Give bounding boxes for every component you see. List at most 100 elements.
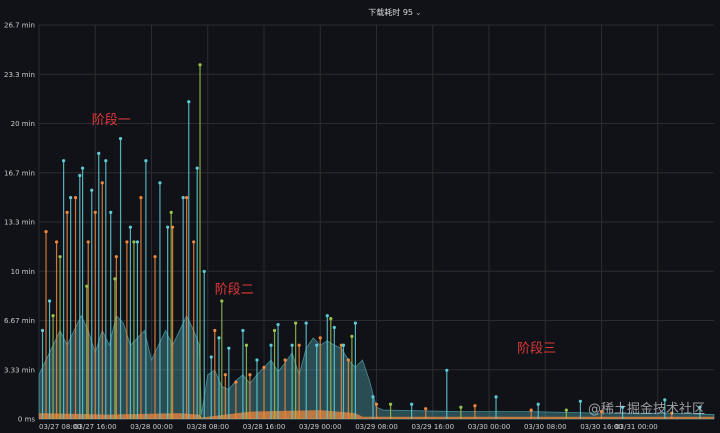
x-tick-label: 03/28 08:00 [186,423,229,431]
chevron-down-icon[interactable]: ⌄ [415,8,422,17]
series-orange-point [248,373,252,377]
series-cyan-point [62,159,66,163]
series-green-point [564,408,568,412]
series-layer [38,63,715,420]
x-tick-label: 03/31 00:00 [615,423,658,431]
series-cyan-point [158,181,162,185]
series-cyan-point [290,343,294,347]
series-green-point [459,405,463,409]
series-orange-point [473,404,477,408]
panel-title: 下载耗时 95 [368,8,414,17]
series-orange-point [153,255,157,259]
series-green-point [51,314,55,318]
x-tick-label: 03/29 16:00 [411,423,454,431]
series-green-point [113,277,117,281]
series-orange-point [374,402,379,406]
series-cyan-point [304,321,308,325]
series-orange-point [318,336,322,340]
series-orange-point [424,407,428,411]
y-tick-label: 20 min [11,120,35,128]
stage-annotation: 阶段二 [215,283,254,298]
series-green-point [294,321,298,325]
series-cyan-point [227,346,231,350]
x-tick-label: 03/27 08:00 [39,423,82,431]
series-cyan-point [332,325,336,330]
series-orange-point [670,411,674,415]
series-orange-point [125,240,129,244]
x-tick-label: 03/28 00:00 [130,423,173,431]
series-cyan-point [118,137,123,141]
series-cyan-point [217,336,221,340]
series-cyan-point [315,343,319,347]
x-tick-label: 03/28 16:00 [243,423,286,431]
series-orange-point [192,240,196,244]
series-orange-point [283,358,287,362]
series-orange-point [170,225,175,229]
series-green-point [272,328,277,333]
series-orange-point [114,255,118,259]
series-cyan-point [69,196,73,200]
x-tick-label: 03/27 16:00 [74,423,117,431]
series-green-point [58,255,62,259]
series-cyan-point [269,343,273,347]
series-cyan-point [255,358,259,362]
series-orange-point [297,343,301,347]
y-tick-label: 26.7 min [4,22,35,30]
series-cyan-point [410,402,414,406]
series-orange-point [73,196,78,200]
series-cyan-point [241,328,245,333]
y-tick-label: 3.33 min [4,366,35,374]
series-orange-point [54,240,59,244]
series-cyan-point [202,269,206,274]
series-cyan-point [209,355,213,359]
series-cyan-point [144,159,148,163]
y-tick-label: 6.67 min [4,317,35,325]
series-orange-point [346,358,350,362]
series-orange-point [44,229,48,234]
panel-header: 下载耗时 95 ⌄ [0,0,720,17]
series-orange-point [86,240,90,244]
series-cyan-point [40,328,45,333]
y-tick-label: 23.3 min [4,71,35,79]
stage-annotation: 阶段三 [517,342,556,357]
y-tick-label: 13.3 min [4,219,35,227]
series-cyan-point [325,314,329,318]
x-tick-label: 03/30 08:00 [524,423,567,431]
series-green-point [132,240,136,244]
y-tick-label: 16.7 min [4,169,35,177]
watermark: @稀土掘金技术社区 [588,401,705,417]
x-tick-label: 03/30 16:00 [580,423,623,431]
series-cyan-point [128,225,133,229]
series-orange-point [234,380,238,384]
series-cyan-band [38,314,715,420]
panel-title-menu[interactable]: 下载耗时 95 ⌄ [368,7,421,18]
x-tick-label: 03/29 08:00 [355,423,398,431]
series-cyan-point [80,166,85,170]
series-cyan-point [494,395,498,399]
series-orange-point [65,210,69,215]
series-green-point [220,299,224,303]
series-cyan-point [353,321,358,325]
series-cyan-point [445,368,449,372]
series-orange-point [529,408,533,412]
series-orange-point [185,196,189,200]
series-cyan-point [663,398,667,402]
series-cyan-point [536,402,540,406]
series-cyan-point [97,151,101,155]
series-cyan-point [698,405,702,409]
x-tick-label: 03/29 00:00 [299,423,342,431]
y-axis: 0 ms 3.33 min 6.67 min 10 min 13.3 min 16.7 m… [4,22,35,424]
x-tick-label: 03/30 00:00 [468,423,511,431]
series-green-point [85,284,89,288]
series-cyan-point [109,210,113,215]
series-orange-point [139,196,143,200]
series-cyan-point [78,173,82,178]
series-cyan-point [135,240,140,244]
series-green-point [329,317,333,321]
y-tick-label: 0 ms [18,416,35,424]
series-cyan-point [47,299,52,303]
